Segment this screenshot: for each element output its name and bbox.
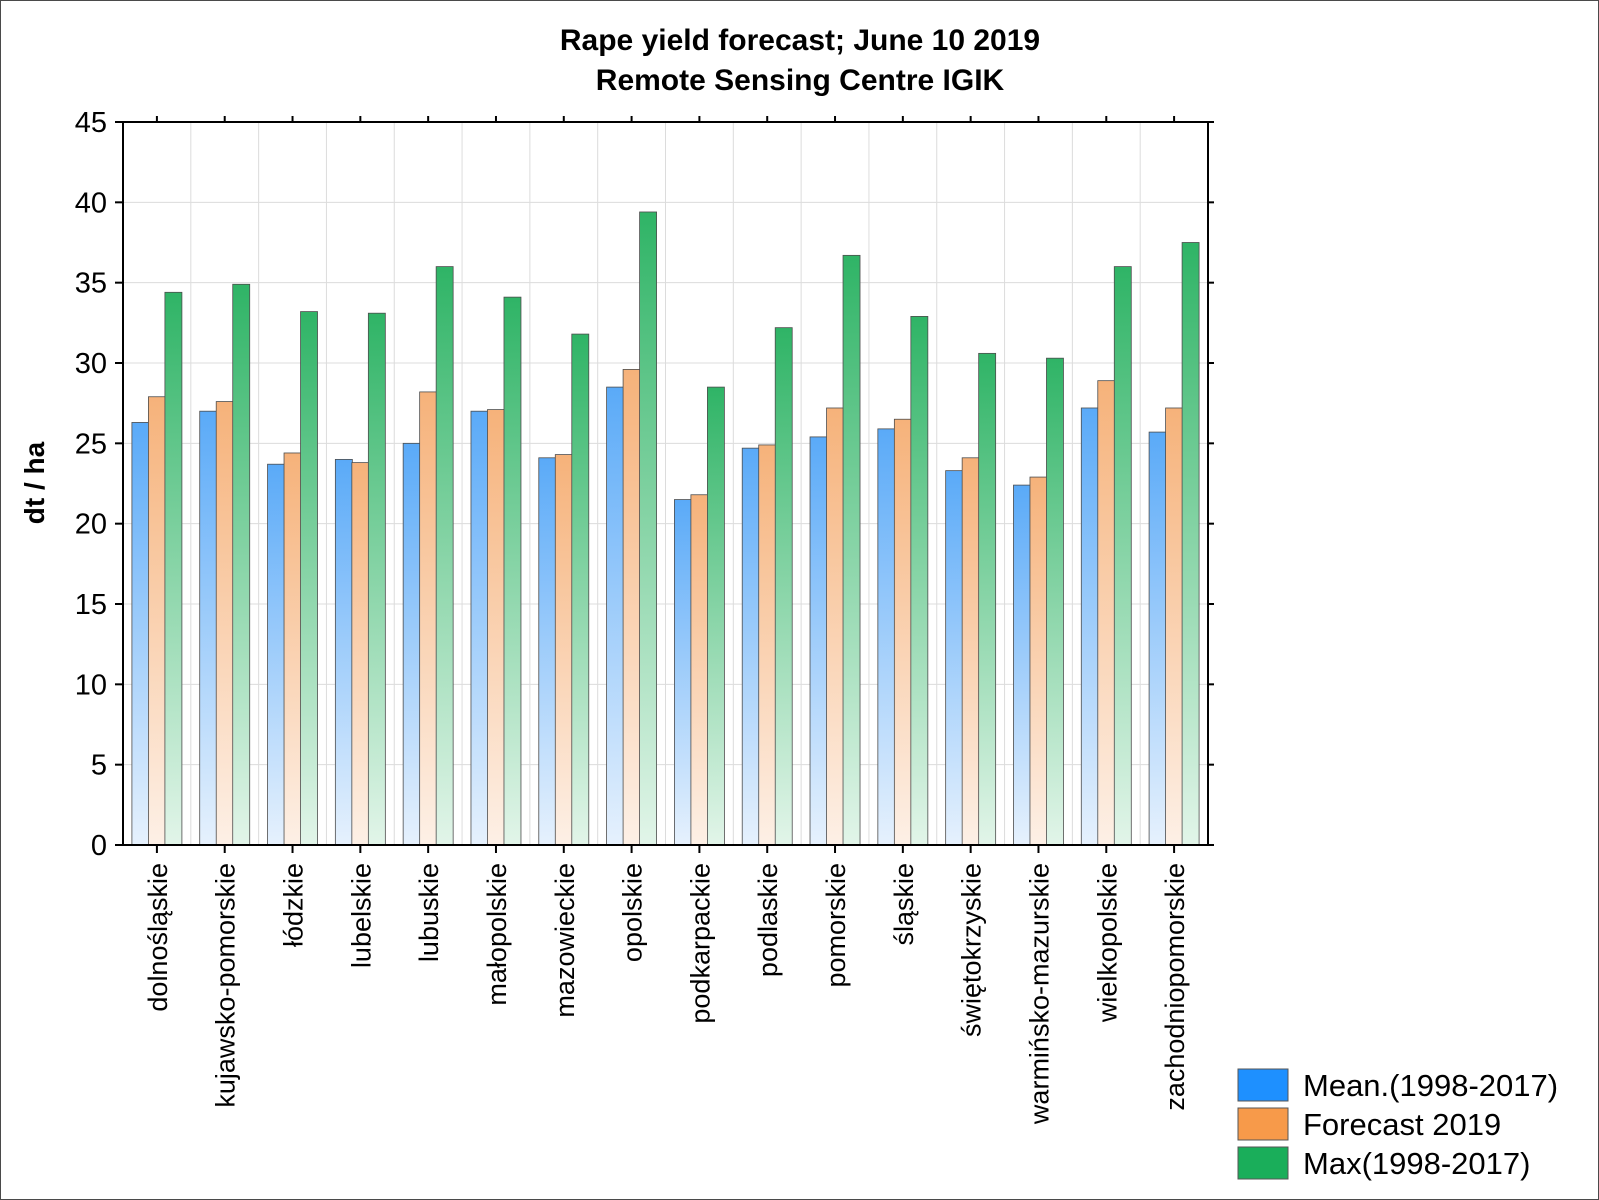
bar-świętokrzyskie-series-0 bbox=[945, 470, 964, 846]
x-tick-label: łódzkie bbox=[279, 863, 309, 947]
bar-zachodniopomorskie-series-1 bbox=[1165, 407, 1183, 846]
bar-dolnośląskie-series-2 bbox=[164, 291, 183, 846]
bar-małopolskie-series-2 bbox=[503, 296, 522, 846]
x-tick-label: lubuskie bbox=[414, 863, 444, 962]
x-tick-label: podlaskie bbox=[753, 863, 783, 977]
legend-label: Forecast 2019 bbox=[1303, 1107, 1501, 1142]
x-tick-label: warmińsko-mazurskie bbox=[1024, 863, 1054, 1125]
bar-podlaskie-series-1 bbox=[758, 444, 777, 846]
bar-podkarpackie-series-2 bbox=[707, 386, 725, 846]
plot-area-border bbox=[122, 121, 1209, 846]
x-tick-label: świętokrzyskie bbox=[957, 863, 987, 1037]
bar-małopolskie-series-0 bbox=[470, 410, 489, 846]
x-tick-label: opolskie bbox=[618, 863, 648, 962]
bar-łódzkie-series-2 bbox=[300, 311, 318, 846]
legend-swatch bbox=[1237, 1146, 1289, 1180]
y-axis-label: dt / ha bbox=[19, 441, 50, 524]
bar-lubuskie-series-2 bbox=[435, 266, 454, 846]
bar-zachodniopomorskie-series-2 bbox=[1181, 242, 1200, 846]
bar-wielkopolskie-series-2 bbox=[1113, 266, 1132, 846]
bar-łódzkie-series-1 bbox=[283, 452, 302, 846]
x-tick-label: mazowieckie bbox=[550, 863, 580, 1018]
x-tick-label: wielkopolskie bbox=[1092, 863, 1122, 1023]
bar-zachodniopomorskie-series-0 bbox=[1148, 431, 1167, 846]
bar-świętokrzyskie-series-2 bbox=[978, 352, 997, 846]
legend-label: Max(1998-2017) bbox=[1303, 1146, 1530, 1181]
bar-śląskie-series-0 bbox=[877, 428, 896, 846]
bar-kujawsko-pomorskie-series-1 bbox=[215, 401, 234, 846]
y-tick-label: 15 bbox=[75, 589, 107, 621]
y-tick-label: 10 bbox=[75, 669, 107, 701]
bar-kujawsko-pomorskie-series-0 bbox=[199, 410, 218, 846]
legend-label: Mean.(1998-2017) bbox=[1303, 1068, 1558, 1103]
bar-lubelskie-series-1 bbox=[351, 462, 370, 846]
bars bbox=[131, 211, 1200, 846]
bar-śląskie-series-2 bbox=[910, 316, 929, 846]
bar-wielkopolskie-series-1 bbox=[1097, 380, 1116, 846]
y-tick-label: 30 bbox=[75, 348, 107, 380]
axes bbox=[115, 116, 1214, 853]
x-tick-label: śląskie bbox=[889, 863, 919, 946]
x-tick-label: zachodniopomorskie bbox=[1160, 863, 1190, 1111]
y-tick-label: 25 bbox=[75, 428, 107, 460]
x-tick-label: lubelskie bbox=[346, 863, 376, 968]
y-tick-label: 5 bbox=[91, 750, 107, 782]
x-tick-labels: dolnośląskie kujawsko-pomorskie łódzkie lub… bbox=[143, 863, 1190, 1125]
bar-mazowieckie-series-1 bbox=[554, 454, 573, 846]
bar-opolskie-series-2 bbox=[639, 211, 657, 846]
x-tick-label: dolnośląskie bbox=[143, 863, 173, 1012]
chart-subtitle: Remote Sensing Centre IGIK bbox=[596, 64, 1005, 97]
bar-mazowieckie-series-0 bbox=[538, 457, 557, 846]
bar-świętokrzyskie-series-1 bbox=[961, 457, 980, 846]
bar-dolnośląskie-series-1 bbox=[148, 396, 166, 846]
y-tick-label: 35 bbox=[75, 268, 107, 300]
bar-wielkopolskie-series-0 bbox=[1080, 407, 1099, 846]
bar-podkarpackie-series-1 bbox=[690, 494, 709, 846]
bar-pomorskie-series-0 bbox=[809, 436, 828, 846]
chart-title: Rape yield forecast; June 10 2019 bbox=[560, 24, 1040, 57]
y-tick-labels: 0 5 10 15 20 25 30 35 40 45 bbox=[75, 107, 107, 862]
bar-podlaskie-series-2 bbox=[774, 327, 793, 846]
bar-mazowieckie-series-2 bbox=[571, 333, 590, 846]
bar-podlaskie-series-0 bbox=[741, 447, 760, 846]
bar-lubuskie-series-1 bbox=[419, 391, 438, 846]
bar-warmińsko-mazurskie-series-0 bbox=[1013, 484, 1031, 846]
bar-lubuskie-series-0 bbox=[402, 442, 421, 846]
bar-śląskie-series-1 bbox=[893, 418, 912, 846]
legend-swatch bbox=[1237, 1107, 1289, 1141]
bar-dolnośląskie-series-0 bbox=[131, 422, 150, 846]
bar-pomorskie-series-1 bbox=[826, 407, 844, 846]
x-tick-label: pomorskie bbox=[821, 863, 851, 988]
y-tick-label: 45 bbox=[75, 107, 107, 139]
bar-warmińsko-mazurskie-series-1 bbox=[1029, 476, 1048, 846]
x-tick-label: kujawsko-pomorskie bbox=[211, 863, 241, 1108]
y-tick-label: 20 bbox=[75, 509, 107, 541]
bar-małopolskie-series-1 bbox=[487, 409, 505, 846]
bar-kujawsko-pomorskie-series-2 bbox=[232, 283, 251, 846]
legend-swatch bbox=[1237, 1068, 1289, 1102]
bar-łódzkie-series-0 bbox=[267, 463, 285, 846]
bar-lubelskie-series-2 bbox=[367, 312, 386, 846]
bar-warmińsko-mazurskie-series-2 bbox=[1046, 357, 1064, 846]
bar-opolskie-series-0 bbox=[606, 386, 624, 846]
bar-podkarpackie-series-0 bbox=[674, 499, 692, 846]
bar-lubelskie-series-0 bbox=[334, 458, 353, 846]
bar-opolskie-series-1 bbox=[622, 369, 641, 846]
y-tick-label: 0 bbox=[91, 830, 107, 862]
x-tick-label: małopolskie bbox=[482, 863, 512, 1006]
x-tick-label: podkarpackie bbox=[685, 863, 715, 1024]
y-tick-label: 40 bbox=[75, 187, 107, 219]
legend: Mean.(1998-2017) Forecast 2019 Max(1998-20… bbox=[1237, 1068, 1558, 1181]
bar-pomorskie-series-2 bbox=[842, 254, 861, 846]
